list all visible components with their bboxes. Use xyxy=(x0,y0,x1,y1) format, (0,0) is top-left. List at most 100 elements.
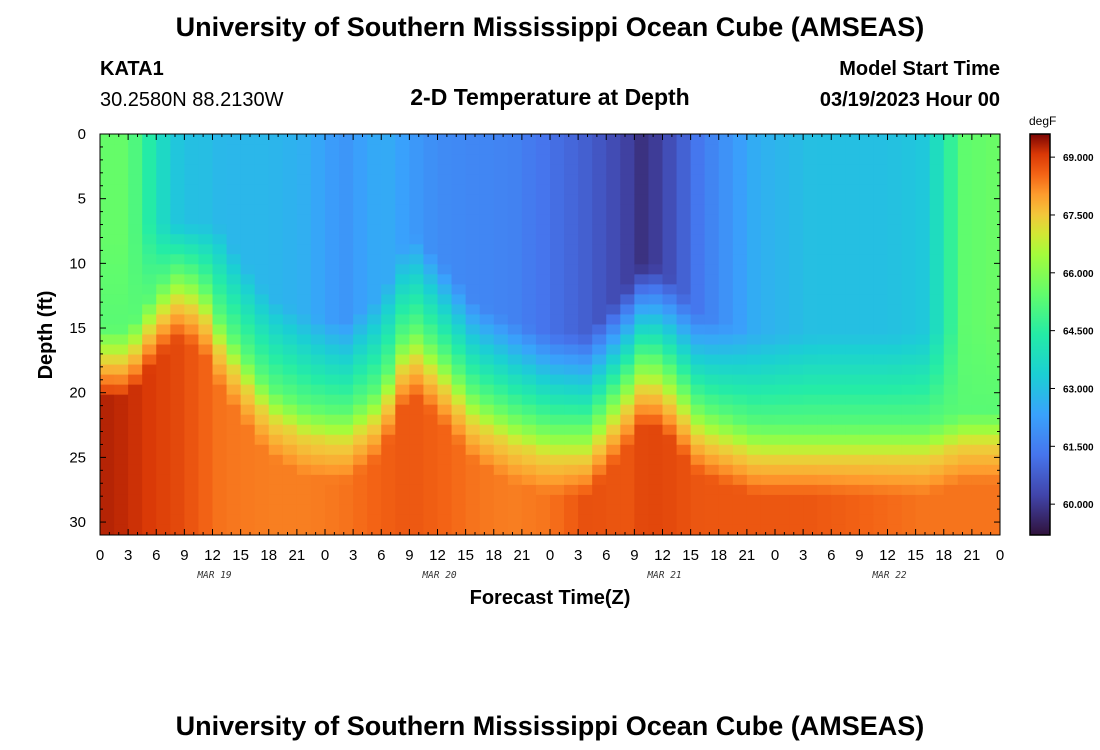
heatmap-cell xyxy=(915,524,931,535)
heatmap-cell xyxy=(184,535,199,546)
heatmap-cell xyxy=(550,535,565,546)
heatmap-cell xyxy=(184,284,200,296)
heatmap-cell xyxy=(634,364,650,376)
heatmap-cell xyxy=(718,294,734,306)
heatmap-cell xyxy=(564,194,579,205)
heatmap-cell xyxy=(732,324,748,336)
heatmap-cell xyxy=(226,154,242,165)
heatmap-cell xyxy=(240,204,256,215)
heatmap-cell xyxy=(606,204,621,215)
heatmap-cell xyxy=(437,524,453,535)
heatmap-cell xyxy=(564,434,579,446)
heatmap-cell xyxy=(296,234,312,245)
heatmap-cell xyxy=(803,304,818,316)
heatmap-cell xyxy=(535,394,551,406)
heatmap-cell xyxy=(381,514,396,526)
heatmap-cell xyxy=(676,364,692,376)
heatmap-cell xyxy=(493,434,509,446)
heatmap-cell xyxy=(325,484,340,496)
heatmap-cell xyxy=(493,404,509,416)
heatmap-cell xyxy=(268,264,284,275)
heatmap-cell xyxy=(479,474,495,486)
heatmap-cell xyxy=(100,374,115,386)
heatmap-cell xyxy=(507,484,523,496)
heatmap-cell xyxy=(423,374,439,386)
heatmap-cell xyxy=(789,314,804,326)
heatmap-cell xyxy=(114,254,129,265)
heatmap-cell xyxy=(170,304,185,316)
heatmap-cell xyxy=(887,234,903,245)
heatmap-cell xyxy=(648,494,664,506)
heatmap-cell xyxy=(254,344,270,356)
heatmap-cell xyxy=(507,444,523,456)
heatmap-cell xyxy=(507,174,523,185)
heatmap-cell xyxy=(662,234,678,245)
heatmap-cell xyxy=(198,344,214,356)
heatmap-cell xyxy=(493,354,509,366)
heatmap-cell xyxy=(592,484,607,496)
heatmap-cell xyxy=(170,324,185,336)
heatmap-cell xyxy=(578,164,593,175)
heatmap-cell xyxy=(395,444,410,456)
heatmap-cell xyxy=(325,414,340,426)
heatmap-cell xyxy=(620,374,635,386)
heatmap-cell xyxy=(100,414,115,426)
heatmap-cell xyxy=(310,154,326,165)
heatmap-cell xyxy=(704,324,720,336)
heatmap-cell xyxy=(972,535,987,546)
heatmap-cell xyxy=(817,484,832,496)
heatmap-cell xyxy=(507,204,523,215)
heatmap-cell xyxy=(282,324,298,336)
heatmap-cell xyxy=(268,384,284,396)
heatmap-cell xyxy=(634,334,650,346)
heatmap-cell xyxy=(170,144,185,155)
heatmap-cell xyxy=(845,174,860,185)
heatmap-cell xyxy=(634,264,650,275)
heatmap-cell xyxy=(353,154,368,165)
heatmap-cell xyxy=(395,394,410,406)
heatmap-cell xyxy=(170,134,185,145)
heatmap-cell xyxy=(915,194,931,205)
heatmap-cell xyxy=(212,164,228,175)
heatmap-cell xyxy=(409,264,425,275)
heatmap-cell xyxy=(789,514,804,526)
heatmap-cell xyxy=(521,314,537,326)
heatmap-cell xyxy=(803,244,818,255)
heatmap-cell xyxy=(760,134,776,145)
heatmap-cell xyxy=(198,234,214,245)
heatmap-cell xyxy=(873,264,889,275)
heatmap-cell xyxy=(212,274,228,285)
heatmap-cell xyxy=(845,494,860,506)
heatmap-cell xyxy=(339,464,354,476)
heatmap-cell xyxy=(929,224,945,235)
heatmap-cell xyxy=(760,174,776,185)
heatmap-cell xyxy=(620,404,635,416)
heatmap-cell xyxy=(184,454,200,466)
heatmap-cell xyxy=(943,254,959,265)
heatmap-cell xyxy=(479,184,495,195)
heatmap-cell xyxy=(465,394,481,406)
heatmap-cell xyxy=(353,494,368,506)
heatmap-cell xyxy=(859,324,875,336)
heatmap-cell xyxy=(451,524,467,535)
heatmap-cell xyxy=(887,514,903,526)
heatmap-cell xyxy=(479,264,495,275)
heatmap-cell xyxy=(803,284,818,296)
heatmap-cell xyxy=(268,434,284,446)
heatmap-cell xyxy=(114,144,129,155)
heatmap-cell xyxy=(212,154,228,165)
heatmap-cell xyxy=(915,234,931,245)
heatmap-cell xyxy=(915,344,931,356)
heatmap-cell xyxy=(746,204,762,215)
heatmap-cell xyxy=(536,535,551,546)
heatmap-cell xyxy=(409,474,425,486)
heatmap-cell xyxy=(901,434,917,446)
heatmap-cell xyxy=(929,504,945,516)
heatmap-cell xyxy=(845,314,860,326)
heatmap-cell xyxy=(760,354,776,366)
heatmap-cell xyxy=(381,444,396,456)
heatmap-cell xyxy=(929,514,945,526)
heatmap-cell xyxy=(282,464,298,476)
heatmap-cell xyxy=(592,224,607,235)
heatmap-cell xyxy=(395,334,410,346)
